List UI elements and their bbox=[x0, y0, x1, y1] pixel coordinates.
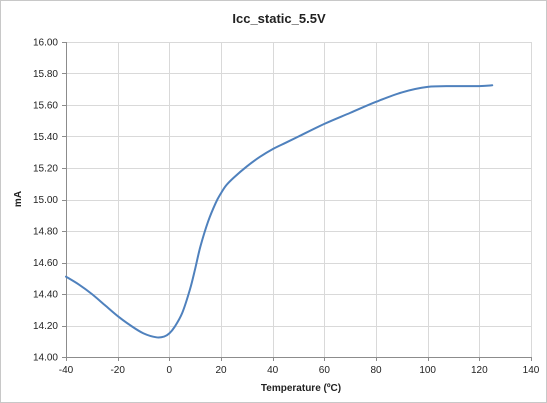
x-tick-label: 40 bbox=[267, 365, 279, 376]
x-tick-label: 140 bbox=[523, 365, 540, 376]
y-tick-label: 14.20 bbox=[33, 321, 58, 332]
y-tick-label: 15.00 bbox=[33, 195, 58, 206]
gridlines bbox=[66, 42, 532, 357]
x-tick-label: 60 bbox=[319, 365, 331, 376]
series-layer bbox=[65, 84, 494, 339]
chart-title: Icc_static_5.5V bbox=[232, 11, 326, 26]
y-tick-label: 15.20 bbox=[33, 164, 58, 175]
y-tick-label: 14.80 bbox=[33, 227, 58, 238]
tick-labels: -40 -20 0 20 40 60 80 100 120 140 14.00 14.20 14.40 1… bbox=[33, 38, 540, 377]
y-axis-label: mA bbox=[13, 191, 24, 207]
y-tick-label: 14.60 bbox=[33, 258, 58, 269]
x-axis-label: Temperature (ºC) bbox=[261, 383, 341, 394]
y-tick-label: 15.60 bbox=[33, 101, 58, 112]
x-tick-label: 120 bbox=[471, 365, 488, 376]
x-tick-label: 0 bbox=[167, 365, 173, 376]
x-tick-label: 80 bbox=[370, 365, 382, 376]
x-tick-label: -40 bbox=[59, 365, 74, 376]
x-tick-label: 20 bbox=[215, 365, 227, 376]
axes bbox=[62, 42, 532, 361]
y-tick-label: 15.40 bbox=[33, 132, 58, 143]
y-tick-label: 15.80 bbox=[33, 69, 58, 80]
series-line bbox=[65, 84, 494, 339]
x-tick-label: -20 bbox=[110, 365, 125, 376]
y-tick-label: 14.00 bbox=[33, 353, 58, 364]
y-tick-label: 16.00 bbox=[33, 38, 58, 49]
y-tick-label: 14.40 bbox=[33, 290, 58, 301]
x-tick-label: 100 bbox=[419, 365, 436, 376]
